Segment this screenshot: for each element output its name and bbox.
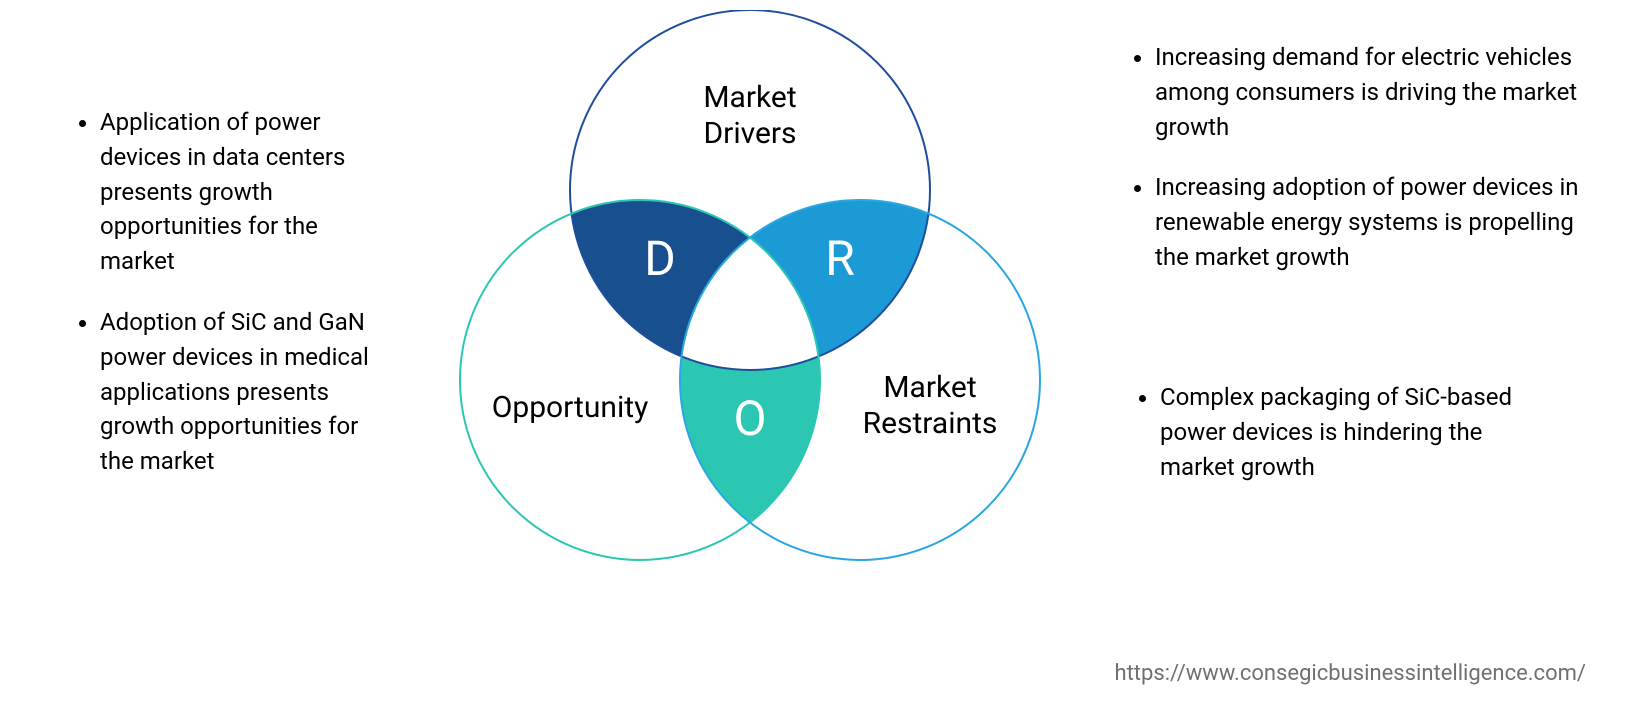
venn-diagram: Market Drivers Opportunity Market Restra… [400,10,1100,630]
lens-letter-r: R [810,230,870,287]
restraints-bullets: Complex packaging of SiC-based power dev… [1130,380,1560,510]
lens-letter-o: O [720,390,780,447]
lens-letter-d: D [630,230,690,287]
circle-outline-drivers [570,10,930,370]
circle-label-restraints: Market Restraints [800,370,1060,442]
circle-label-opportunity: Opportunity [440,390,700,426]
opportunity-bullet-1: Adoption of SiC and GaN power devices in… [100,305,375,479]
source-url: https://www.consegicbusinessintelligence… [1114,661,1586,686]
drivers-bullet-1: Increasing adoption of power devices in … [1155,170,1590,274]
opportunity-bullets: Application of power devices in data cen… [70,105,375,505]
drivers-bullets: Increasing demand for electric vehicles … [1125,40,1590,301]
circle-label-drivers: Market Drivers [570,80,930,152]
drivers-bullet-0: Increasing demand for electric vehicles … [1155,40,1590,144]
opportunity-bullet-0: Application of power devices in data cen… [100,105,375,279]
restraints-bullet-0: Complex packaging of SiC-based power dev… [1160,380,1560,484]
